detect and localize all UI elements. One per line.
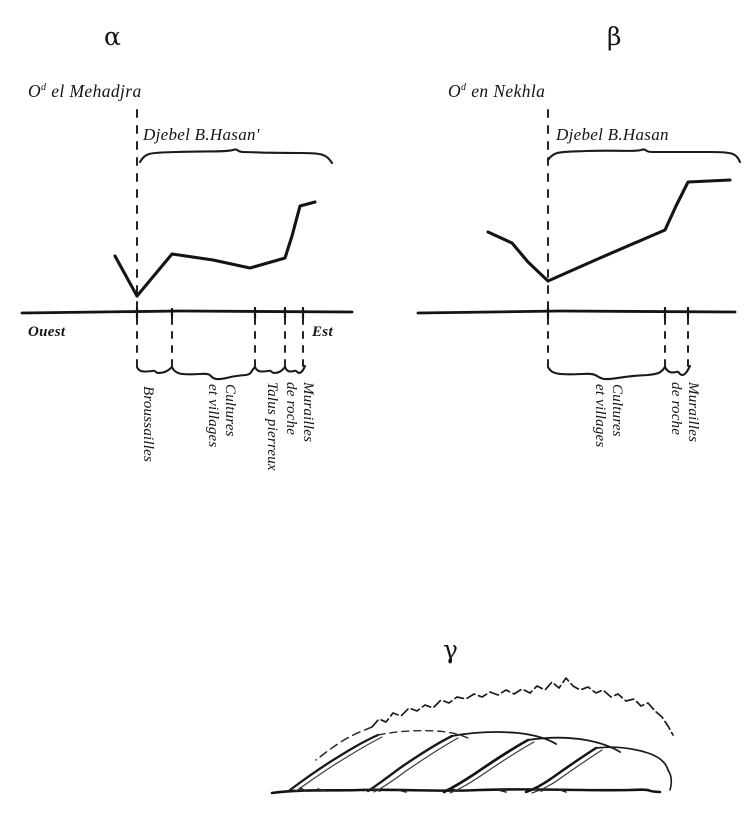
panel-beta-segment-label-et-villages: et villages (592, 384, 608, 448)
wadi-label-rest: el Mehadjra (51, 81, 142, 101)
alpha-brace-murailles (283, 364, 307, 375)
gamma-ridge-1 (288, 733, 380, 792)
djebel-label-text: Djebel B.Hasan (143, 125, 256, 144)
gamma-summit-crest (371, 677, 674, 736)
beta-djebel-brace (546, 148, 742, 164)
gamma-left-flank (315, 726, 373, 761)
alpha-djebel-brace (138, 148, 334, 165)
panel-alpha-segment-label-broussailles: Broussailles (140, 386, 156, 463)
beta-baseline-ticks (546, 306, 690, 320)
beta-brace-murailles (663, 364, 692, 377)
gamma-ridge-2-crest (451, 731, 557, 745)
gamma-ground-line (270, 788, 662, 795)
djebel-label-text: Djebel B.Hasan (556, 125, 669, 144)
beta-segment-dashed-lines (547, 317, 689, 369)
panel-beta-segment-label-cultures: Cultures (609, 384, 625, 437)
gamma-ridge-4 (524, 746, 598, 794)
panel-alpha-wadi-label: Od el Mehadjra (28, 81, 142, 101)
gamma-ridge-4-crest (595, 746, 669, 771)
panel-alpha-segment-label-murailles: Murailles (300, 382, 316, 443)
gamma-right-flank (667, 769, 673, 791)
alpha-baseline-ticks (135, 306, 305, 320)
panel-alpha-letter: α (104, 22, 121, 51)
beta-brace-cultures (546, 365, 667, 381)
wadi-label-superscript: d (461, 82, 467, 94)
gamma-ridge-3 (442, 738, 530, 794)
gamma-ridge-4-shadow (531, 749, 603, 794)
wadi-label-o: O (28, 81, 42, 101)
panel-beta-wadi-label: Od en Nekhla (448, 81, 546, 101)
alpha-profile-line (113, 200, 317, 298)
gamma-ridge-2-shadow (373, 737, 459, 793)
gamma-ridge-1-shadow (295, 736, 383, 792)
gamma-ridge-3-crest (527, 736, 621, 753)
alpha-segment-dashed-lines (136, 317, 304, 369)
beta-profile-line (486, 178, 732, 283)
panel-alpha-direction-est: Est (312, 324, 333, 340)
alpha-baseline (20, 309, 354, 315)
panel-alpha-djebel-label: Djebel B.Hasan' (143, 126, 260, 143)
gamma-ridge-3-shadow (449, 741, 535, 794)
panel-alpha-segment-label-cultures: Cultures (222, 384, 238, 437)
panel-gamma-letter: γ (443, 635, 458, 664)
panel-beta-letter: β (607, 22, 622, 51)
panel-beta-ink (416, 109, 742, 381)
panel-alpha-direction-ouest: Ouest (28, 324, 66, 340)
alpha-brace-talus (253, 365, 287, 375)
panel-alpha-segment-label-et-villages: et villages (205, 384, 221, 448)
panel-beta-segment-label-de-roche: de roche (668, 382, 684, 436)
beta-baseline (416, 309, 737, 315)
panel-gamma-ink (270, 677, 674, 795)
gamma-base-stipple (299, 787, 567, 793)
panel-alpha-segment-label-de-roche: de roche (283, 382, 299, 436)
alpha-brace-cultures (170, 365, 257, 381)
wadi-label-rest: en Nekhla (471, 81, 546, 101)
panel-alpha-segment-label-talus-pierreux: Talus pierreux (264, 382, 280, 471)
gamma-ridge-1-crest (377, 729, 471, 740)
djebel-label-prime: ' (255, 125, 260, 144)
alpha-brace-broussailles (135, 365, 174, 375)
panel-alpha-ink (20, 109, 354, 381)
panel-beta-segment-label-murailles: Murailles (685, 382, 701, 443)
gamma-ridge-2 (366, 734, 454, 793)
wadi-label-o: O (448, 81, 462, 101)
panel-beta-djebel-label: Djebel B.Hasan (556, 126, 669, 143)
wadi-label-superscript: d (41, 82, 47, 94)
